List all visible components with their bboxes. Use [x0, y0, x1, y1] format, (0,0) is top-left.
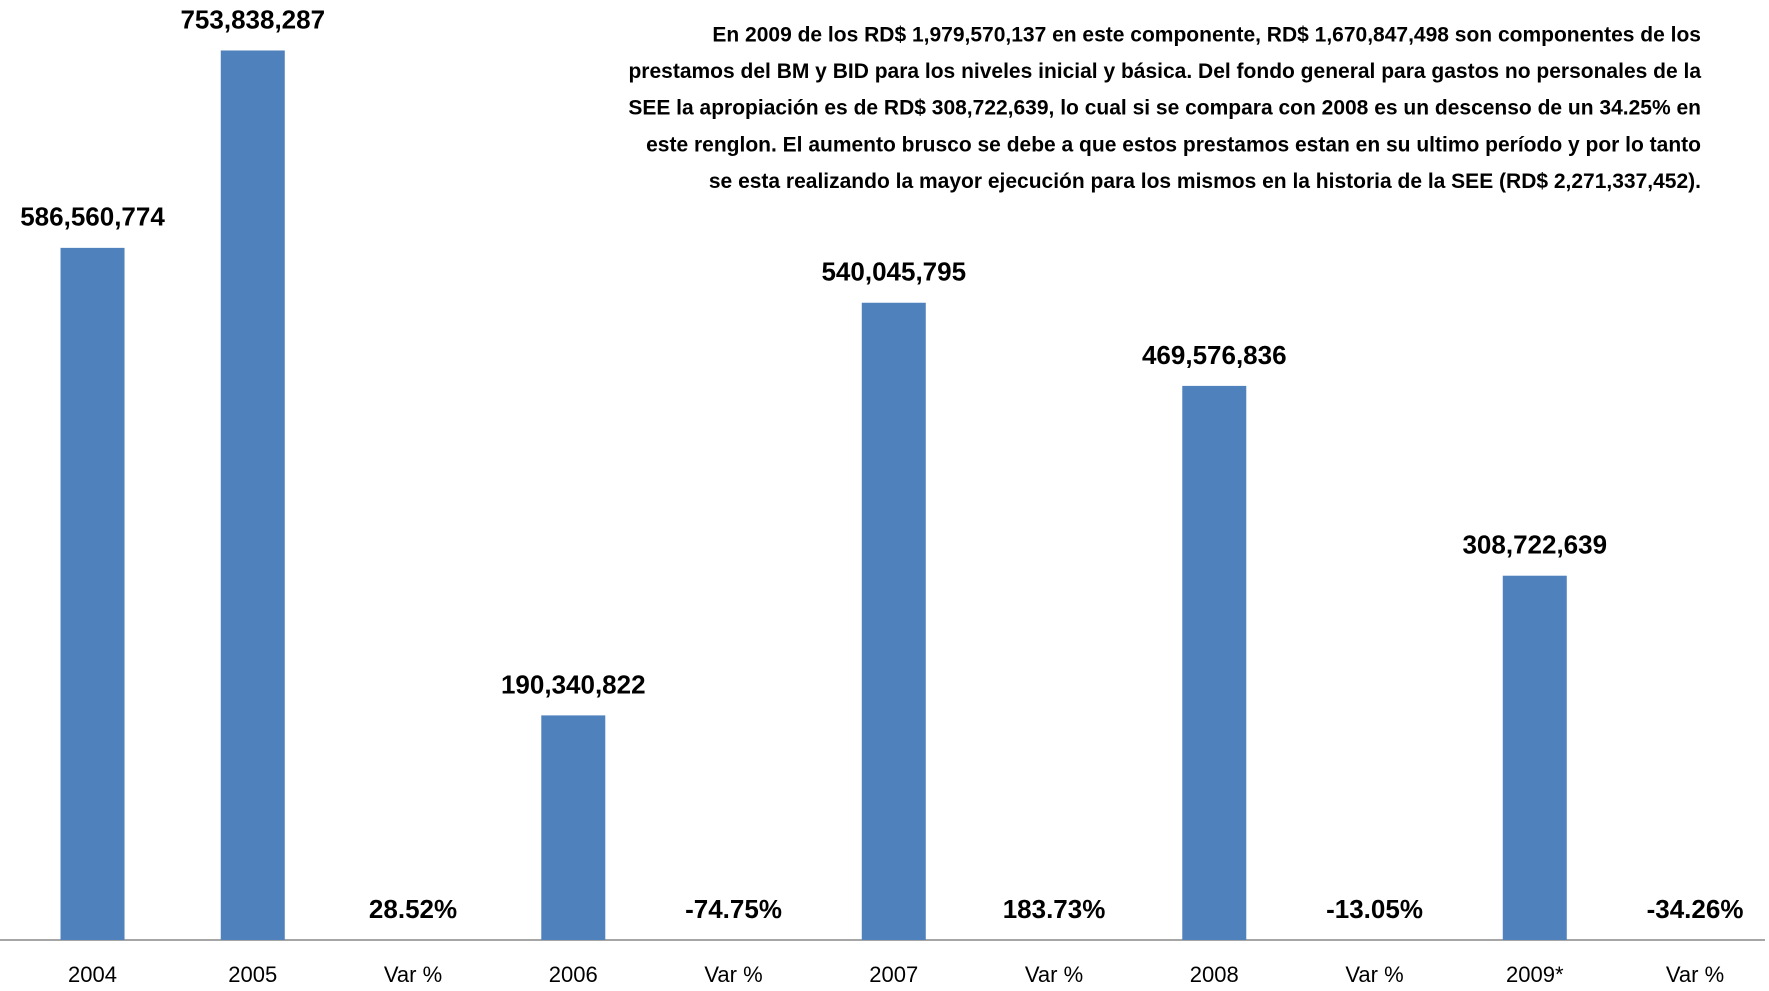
data-label: 540,045,795 [821, 257, 966, 287]
data-label: 469,576,836 [1142, 340, 1287, 370]
bar [1182, 385, 1247, 941]
x-tick-label: 2007 [869, 962, 918, 987]
data-label: 753,838,287 [180, 4, 325, 34]
x-tick-label: Var % [384, 962, 442, 987]
data-label: -34.26% [1647, 894, 1744, 924]
x-tick-label: Var % [1025, 962, 1083, 987]
x-tick-label: 2008 [1190, 962, 1239, 987]
data-label: 586,560,774 [20, 202, 165, 232]
x-tick-label: Var % [704, 962, 762, 987]
annotation: En 2009 de los RD$ 1,979,570,137 en este… [712, 24, 1701, 47]
data-label: 190,340,822 [501, 669, 646, 699]
bar [60, 247, 125, 941]
x-tick-label: 2004 [68, 962, 117, 987]
x-tick-label: Var % [1345, 962, 1403, 987]
bar [541, 715, 606, 940]
data-label: 308,722,639 [1462, 530, 1607, 560]
x-tick-label: 2009* [1506, 962, 1564, 987]
bar [220, 50, 285, 940]
annotation: este renglon. El aumento brusco se debe … [646, 133, 1701, 156]
data-label: -13.05% [1326, 894, 1423, 924]
x-tick-label: 2005 [228, 962, 277, 987]
x-tick-label: 2006 [549, 962, 598, 987]
data-label: 183.73% [1003, 894, 1106, 924]
annotation: SEE la apropiación es de RD$ 308,722,639… [628, 97, 1701, 120]
annotation: prestamos del BM y BID para los niveles … [628, 60, 1701, 83]
data-label: 28.52% [369, 894, 457, 924]
bar [861, 302, 926, 940]
x-tick-label: Var % [1666, 962, 1724, 987]
annotation: se esta realizando la mayor ejecución pa… [709, 170, 1701, 193]
data-label: -74.75% [685, 894, 782, 924]
bar [1502, 575, 1567, 940]
